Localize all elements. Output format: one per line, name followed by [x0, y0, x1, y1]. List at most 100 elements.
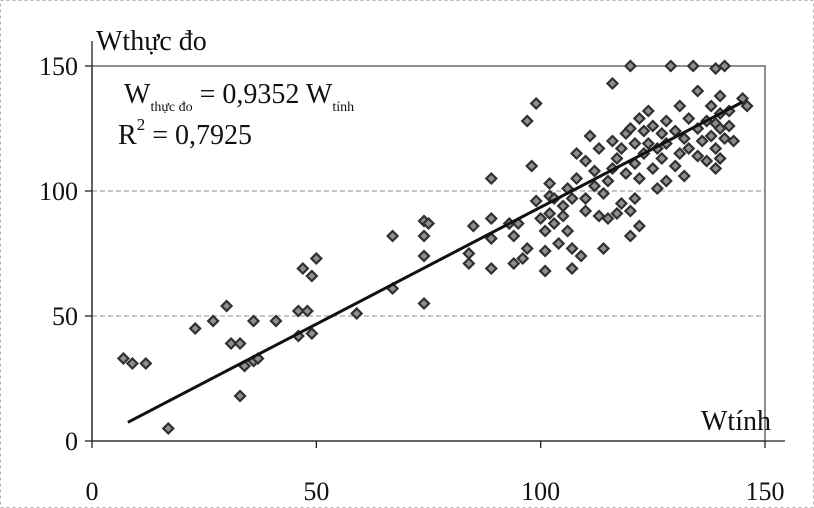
data-point	[233, 336, 247, 351]
data-point	[556, 199, 570, 213]
data-point	[646, 161, 660, 176]
data-point	[592, 141, 606, 156]
data-point	[673, 99, 687, 113]
r-squared: R2 = 0,7925	[118, 115, 252, 151]
data-point	[596, 241, 611, 256]
data-point	[296, 261, 310, 276]
data-point	[125, 356, 139, 371]
data-point	[543, 206, 557, 221]
data-point	[632, 219, 646, 233]
data-point	[610, 151, 624, 166]
data-point	[578, 154, 593, 168]
data-point	[659, 174, 673, 188]
data-point	[538, 224, 552, 238]
data-point	[686, 59, 700, 73]
data-point	[462, 256, 476, 271]
data-point	[462, 246, 476, 261]
data-point	[704, 99, 718, 113]
data-point	[224, 336, 238, 351]
eq-w1: W	[124, 79, 151, 110]
r-label: R	[118, 120, 137, 151]
data-point	[386, 229, 400, 243]
data-point	[570, 146, 584, 161]
data-point	[605, 134, 620, 148]
x-axis-title: Wtính	[701, 406, 771, 437]
data-point	[529, 96, 543, 111]
data-point	[637, 124, 651, 138]
data-point	[713, 89, 727, 103]
data-point	[587, 179, 602, 193]
data-point	[309, 251, 323, 266]
data-point	[655, 126, 669, 141]
data-points	[116, 59, 754, 436]
data-point	[291, 304, 305, 318]
data-point	[646, 119, 660, 133]
x-tick-label: 150	[746, 477, 785, 506]
data-point	[300, 304, 314, 318]
data-point	[632, 111, 646, 126]
data-point	[520, 114, 534, 128]
y-tick-label: 50	[52, 302, 78, 331]
data-point	[740, 99, 754, 113]
data-point	[677, 131, 691, 146]
data-point	[659, 114, 673, 128]
data-point	[704, 129, 718, 143]
data-point	[574, 249, 588, 263]
data-point	[713, 151, 727, 166]
eq-formula: = 0,9352 W	[193, 79, 333, 110]
data-point	[206, 314, 220, 328]
data-point	[691, 149, 705, 163]
data-point	[623, 229, 637, 243]
data-point	[116, 351, 130, 366]
data-point	[668, 159, 682, 173]
data-point	[561, 224, 575, 238]
y-tick-label: 0	[65, 427, 78, 456]
data-point	[246, 314, 261, 328]
data-point	[507, 256, 521, 271]
data-point	[565, 261, 579, 276]
data-point	[628, 191, 642, 206]
data-point	[484, 171, 498, 186]
data-point	[161, 421, 175, 436]
data-point	[664, 59, 678, 73]
data-point	[547, 216, 561, 231]
y-tick-label: 100	[39, 177, 78, 206]
data-point	[605, 76, 620, 91]
y-axis-title: Wthực đo	[96, 26, 207, 57]
data-point	[516, 251, 530, 266]
data-point	[484, 261, 498, 276]
data-point	[614, 196, 628, 211]
data-point	[587, 164, 602, 178]
data-point	[695, 134, 709, 148]
data-point	[596, 186, 611, 201]
data-point	[673, 146, 687, 161]
data-point	[466, 219, 480, 233]
data-point	[233, 389, 247, 403]
data-point	[601, 211, 615, 226]
data-point	[583, 129, 597, 143]
axis-ticks: 0 50 100 150 0 50 100 150	[39, 52, 785, 506]
data-point	[565, 241, 579, 256]
data-point	[682, 141, 696, 156]
data-point	[538, 244, 552, 258]
data-point	[305, 269, 319, 283]
data-point	[543, 176, 557, 191]
data-point	[623, 59, 637, 73]
data-point	[722, 119, 736, 133]
data-point	[682, 111, 696, 126]
data-point	[570, 171, 584, 186]
data-point	[601, 174, 615, 188]
x-tick-label: 0	[86, 477, 99, 506]
data-point	[538, 264, 552, 278]
data-point	[139, 356, 153, 371]
eq-sub1: thực đo	[150, 100, 192, 115]
r-value: = 0,7925	[145, 120, 252, 151]
data-point	[614, 141, 628, 156]
data-point	[534, 211, 548, 226]
data-point	[709, 161, 723, 176]
data-point	[677, 169, 691, 183]
data-point	[188, 321, 202, 336]
data-point	[305, 326, 319, 341]
